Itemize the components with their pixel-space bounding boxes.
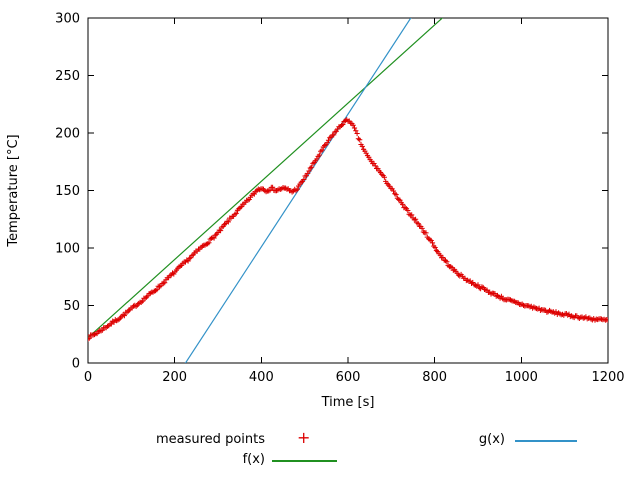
y-tick-label: 50 [63, 299, 80, 314]
legend-label-f: f(x) [242, 452, 265, 467]
y-tick-label: 100 [55, 242, 80, 257]
g-line [184, 18, 412, 363]
y-tick-label: 200 [55, 127, 80, 142]
legend-marker-measured-points: + [297, 428, 311, 447]
x-tick-label: 800 [422, 370, 447, 385]
legend-label-measured-points: measured points [155, 432, 265, 447]
legend-label-g: g(x) [478, 432, 505, 447]
y-tick-label: 300 [55, 12, 80, 27]
f-line [88, 18, 444, 339]
legend-line-sample-f [272, 460, 337, 462]
measured-points [88, 117, 608, 342]
plot-border [87, 17, 609, 364]
y-tick-label: 250 [55, 69, 80, 84]
x-tick-label: 1200 [591, 370, 624, 385]
x-tick-label: 200 [162, 370, 187, 385]
x-tick-label: 600 [336, 370, 361, 385]
x-tick-label: 400 [249, 370, 274, 385]
x-tick-label: 0 [84, 370, 92, 385]
legend-line-sample-g [515, 440, 577, 442]
x-tick-label: 1000 [505, 370, 538, 385]
y-axis-label: Temperature [°C] [6, 134, 21, 247]
y-tick-label: 0 [72, 357, 80, 372]
x-axis-label: Time [s] [321, 395, 375, 410]
y-tick-label: 150 [55, 184, 80, 199]
